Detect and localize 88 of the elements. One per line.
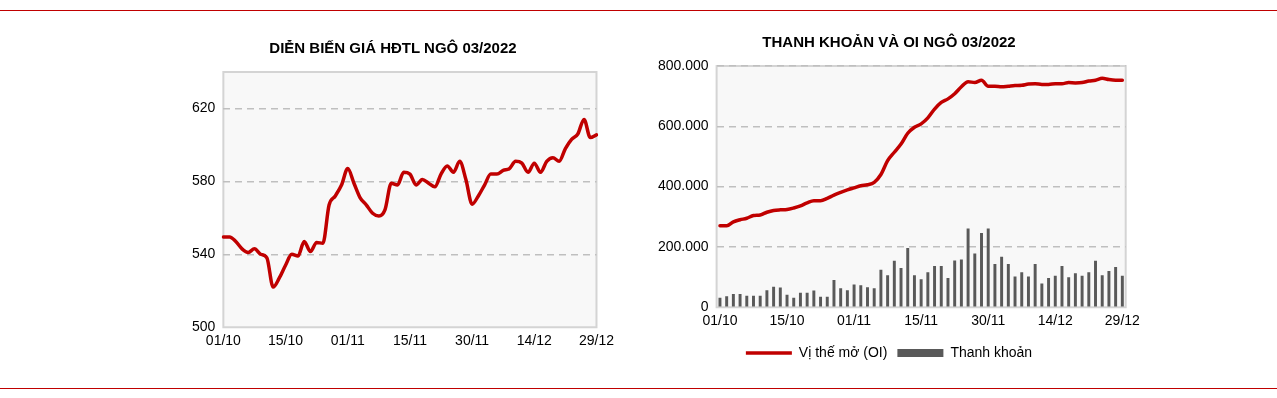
bar [745,295,749,307]
chart-title: DIỄN BIẾN GIÁ HĐTL NGÔ 03/2022 [269,39,517,57]
y-tick-label: 600.000 [658,117,709,134]
bar [973,253,977,307]
bar [899,268,903,307]
y-tick-label: 500 [192,318,216,335]
bar [752,295,755,307]
line-series [221,117,599,289]
x-tick-label: 01/10 [702,312,738,329]
x-tick-label: 15/11 [392,332,428,349]
bar [832,280,836,307]
x-tick-label: 29/12 [1104,312,1141,329]
x-tick-label: 15/10 [769,312,805,329]
bar [906,248,910,307]
x-tick-label: 01/11 [330,332,365,349]
bar [859,285,863,307]
bar [812,290,816,307]
bar [1033,264,1037,307]
bar [986,228,990,307]
y-tick-label: 620 [192,99,216,116]
y-tick-label: 580 [192,172,216,189]
bar [772,286,776,307]
y-tick-label: 400.000 [658,177,709,194]
bar [1100,275,1104,307]
bar [1067,277,1071,307]
bar [1107,271,1111,307]
bar [1120,275,1124,307]
bar [1053,275,1057,307]
bar [1020,272,1024,307]
line-series [718,76,1125,228]
bar [886,275,890,307]
bar [1040,283,1044,307]
bar [825,296,829,307]
legend-label: Thanh khoản [950,343,1033,360]
bar [1114,267,1118,307]
bar [1073,273,1077,307]
bar [792,297,796,307]
bar [959,259,963,307]
bar [980,233,983,307]
y-tick-label: 540 [192,245,216,262]
bar [839,288,843,307]
bar [1000,256,1004,307]
bar [879,269,883,307]
bar [1013,276,1017,307]
chart-title: THANH KHOẢN VÀ OI NGÔ 03/2022 [762,33,1016,51]
bar [1087,272,1091,307]
bar [953,260,957,307]
bar [1080,275,1084,307]
bar [738,293,742,307]
bar [798,292,802,307]
bar [966,228,970,307]
bar [1006,264,1010,307]
bar [872,288,876,307]
y-tick-label: 0 [700,298,709,315]
bar [765,290,769,307]
x-tick-label: 01/10 [205,332,242,349]
bar [819,296,823,307]
bar [866,287,869,307]
bar [845,290,849,307]
bar [933,265,937,307]
x-tick-label: 15/11 [904,312,939,329]
bar [718,297,722,307]
bar [993,264,997,307]
bar [725,296,729,307]
y-tick-label: 800.000 [658,56,709,73]
x-tick-label: 29/12 [578,332,615,349]
bar [1094,260,1097,307]
bar [939,265,943,307]
bar [852,284,856,307]
x-tick-label: 30/11 [455,332,490,349]
x-tick-label: 01/11 [837,312,872,329]
bar [805,292,809,307]
bar [731,293,735,307]
bar [912,275,916,307]
bar [919,279,923,307]
bar [892,260,896,307]
y-tick-label: 200.000 [658,237,709,254]
x-tick-label: 14/12 [1037,312,1073,329]
bar [926,272,930,307]
legend-label: Vị thế mở (OI) [798,343,888,360]
bar [946,277,950,307]
bar [1026,276,1030,307]
bar [778,287,782,307]
x-tick-label: 30/11 [971,312,1006,329]
bar [758,295,762,307]
x-tick-label: 15/10 [268,332,304,349]
bar [1047,277,1051,307]
x-tick-label: 14/12 [516,332,553,349]
